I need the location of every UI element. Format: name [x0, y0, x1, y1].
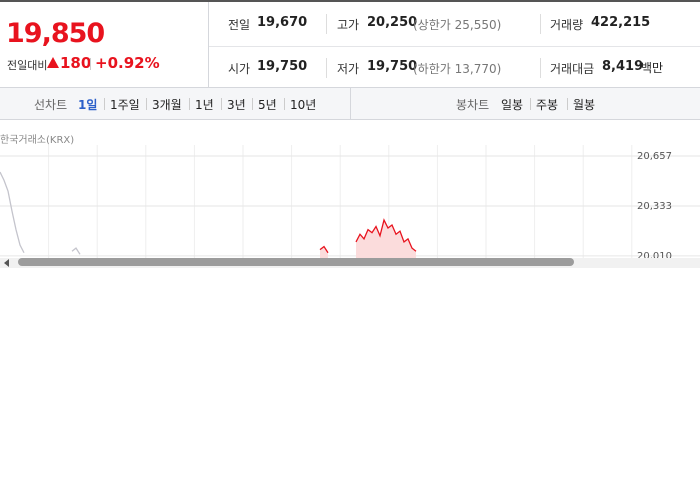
tab[interactable]: 3년: [227, 98, 246, 112]
stat-label: 고가: [337, 18, 360, 32]
tab[interactable]: 1일: [78, 98, 98, 112]
divider: [209, 46, 700, 47]
up-icon: [47, 57, 59, 68]
tab[interactable]: 일봉: [501, 98, 524, 112]
change: 180: [60, 54, 92, 72]
tab[interactable]: 10년: [290, 98, 317, 112]
stat-note: (상한가 25,550): [413, 18, 502, 32]
tab-group-label: 봉차트: [456, 98, 490, 112]
stat-value: 19,750: [257, 59, 308, 74]
stat-label: 거래량: [550, 18, 584, 32]
stat-label: 거래대금: [550, 62, 595, 76]
separator: [90, 58, 91, 70]
tab-bar: 선차트 봉차트 1일 1주일 3개월 1년 3년 5년 10년 일봉 주봉 월봉: [0, 88, 700, 120]
divider: [326, 58, 327, 78]
line: [319, 218, 417, 254]
stat-unit: 백만: [641, 61, 664, 75]
separator: [221, 98, 222, 110]
quote-header: 19,850 전일대비 180 +0.92% 전일 19,670 고가 20,2…: [0, 0, 700, 88]
area: [320, 220, 416, 258]
stat-value: 20,250: [367, 15, 418, 30]
separator: [284, 98, 285, 110]
tab[interactable]: 1주일: [110, 98, 140, 112]
change-pct: +0.92%: [95, 54, 160, 72]
stat-label: 시가: [228, 62, 251, 76]
separator: [530, 98, 531, 110]
divider: [540, 58, 541, 78]
stat-value: 19,750: [367, 59, 418, 74]
stat-label: 전일: [228, 18, 251, 32]
separator: [189, 98, 190, 110]
divider: [326, 14, 327, 34]
separator: [567, 98, 568, 110]
separator: [104, 98, 105, 110]
tab[interactable]: 주봉: [536, 98, 559, 112]
source: 한국거래소(KRX): [0, 135, 75, 146]
divider: [540, 14, 541, 34]
tab-group-label: 선차트: [34, 98, 68, 112]
divider: [208, 2, 209, 88]
stat-label: 저가: [337, 62, 360, 76]
stat-value: 422,215: [591, 15, 651, 30]
chart: 20,657 20,333 20,010: [0, 145, 700, 258]
tab[interactable]: 1년: [195, 98, 214, 112]
scroll-left-arrow[interactable]: [4, 259, 9, 267]
separator: [146, 98, 147, 110]
stat-value: 19,670: [257, 15, 308, 30]
tab[interactable]: 월봉: [573, 98, 596, 112]
tab[interactable]: 3개월: [152, 98, 182, 112]
current-price: 19,850: [6, 18, 105, 49]
change-label: 전일대비: [7, 59, 48, 72]
y-tick-label: 20,010: [637, 251, 672, 258]
divider: [350, 88, 351, 119]
separator: [252, 98, 253, 110]
stat-note: (하한가 13,770): [413, 62, 502, 76]
y-tick-label: 20,333: [637, 201, 672, 212]
scrollbar-thumb[interactable]: [18, 258, 574, 266]
stat-value: 8,419: [602, 59, 644, 74]
y-tick-label: 20,657: [637, 151, 672, 162]
line: [0, 171, 81, 255]
tab[interactable]: 5년: [258, 98, 277, 112]
